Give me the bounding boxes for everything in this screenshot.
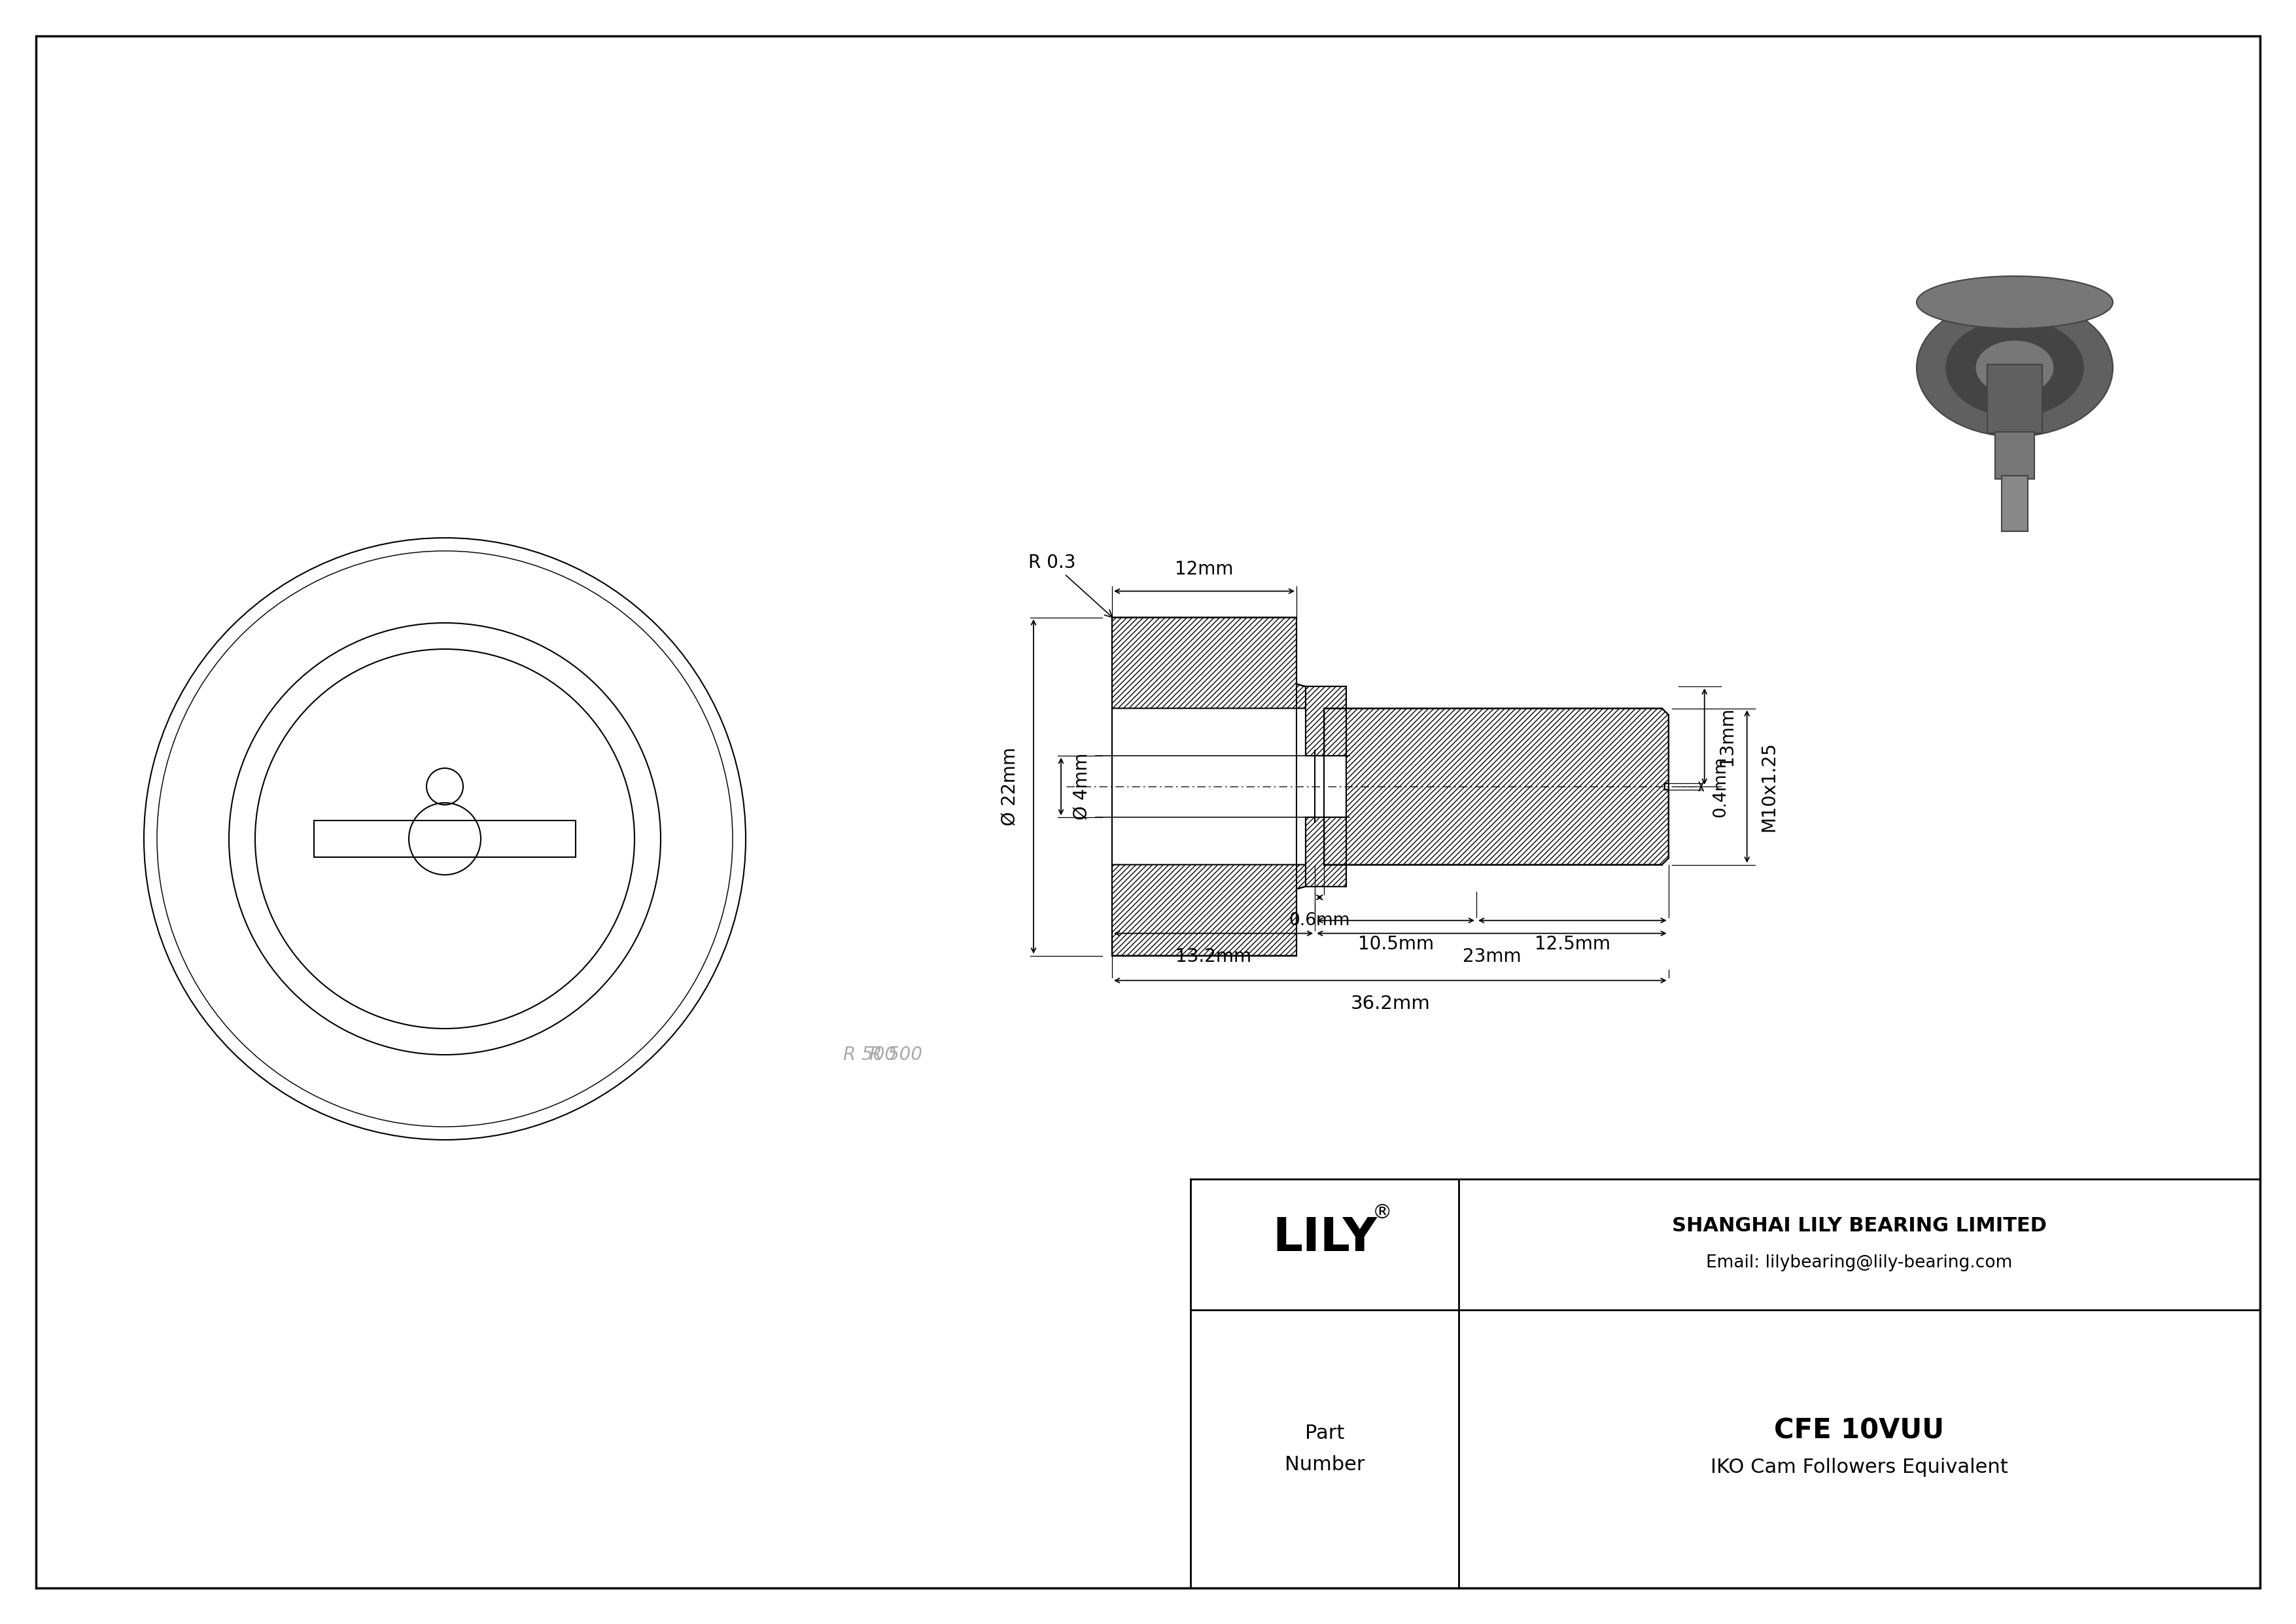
Bar [315,820,576,857]
Text: 13mm: 13mm [1717,706,1736,767]
Text: 12.5mm: 12.5mm [1534,935,1609,953]
Polygon shape [1325,708,1669,864]
Text: 23mm: 23mm [1463,948,1520,966]
Polygon shape [1306,687,1345,755]
Text: LILY: LILY [1272,1215,1378,1260]
Ellipse shape [1917,299,2112,437]
Text: 36.2mm: 36.2mm [1350,996,1430,1013]
Text: IKO Cam Followers Equivalent: IKO Cam Followers Equivalent [1711,1458,2009,1476]
Text: 0.6mm: 0.6mm [1288,911,1350,929]
Bar [2002,476,2027,531]
Text: Ø 4mm: Ø 4mm [1072,754,1091,820]
Text: SHANGHAI LILY BEARING LIMITED: SHANGHAI LILY BEARING LIMITED [1671,1216,2046,1236]
Bar [1325,755,1345,817]
Polygon shape [1111,617,1316,755]
Text: CFE 10VUU: CFE 10VUU [1775,1416,1945,1444]
Text: Ø 22mm: Ø 22mm [1001,747,1019,825]
Text: 12mm: 12mm [1176,560,1233,578]
Text: M10x1.25: M10x1.25 [1761,742,1779,831]
Text: R 500: R 500 [843,1046,895,1064]
Text: R 0.3: R 0.3 [1029,554,1111,617]
Ellipse shape [1947,320,2082,416]
Bar [1988,364,2041,434]
Text: R 500: R 500 [870,1046,923,1064]
Text: Part
Number: Part Number [1283,1424,1364,1475]
Text: 13.2mm: 13.2mm [1176,948,1251,966]
Text: 0.4mm: 0.4mm [1713,755,1729,817]
Ellipse shape [1975,341,2055,395]
Polygon shape [1306,817,1345,887]
Polygon shape [1111,817,1316,955]
Text: Email: lilybearing@lily-bearing.com: Email: lilybearing@lily-bearing.com [1706,1254,2014,1272]
Bar [1995,432,2034,479]
Ellipse shape [1917,276,2112,328]
Text: 10.5mm: 10.5mm [1357,935,1433,953]
Text: ®: ® [1373,1203,1391,1223]
